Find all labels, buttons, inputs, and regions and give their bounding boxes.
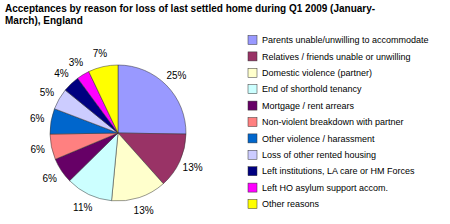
pie-slice [112, 133, 164, 201]
legend-item: Loss of other rented housing [248, 150, 376, 160]
legend-swatch [248, 36, 257, 45]
title-line: March), England [5, 15, 83, 26]
legend-item: Other reasons [248, 199, 320, 209]
legend-swatch [248, 52, 257, 61]
legend-item: Left institutions, LA care or HM Forces [248, 166, 415, 176]
legend-item: Other violence / harassment [248, 134, 375, 144]
data-label: 6% [43, 173, 58, 184]
data-label: 6% [30, 113, 45, 124]
title-line: Acceptances by reason for loss of last s… [5, 3, 375, 14]
legend-item: Relatives / friends unable or unwilling [248, 52, 411, 62]
legend-label: Loss of other rented housing [262, 150, 376, 160]
legend-label: End of shorthold tenancy [262, 84, 362, 94]
legend-label: Mortgage / rent arrears [262, 101, 355, 111]
pie-slice [118, 65, 186, 134]
pie-slice [89, 65, 118, 133]
legend-swatch [248, 101, 257, 110]
data-labels: 25% 13% 13% 11% 6% 6% 6% 5% 4%3% 7% [30, 48, 203, 217]
chart-title: Acceptances by reason for loss of last s… [5, 3, 375, 26]
legend-swatch [248, 167, 257, 176]
data-label: 4% [54, 68, 69, 79]
legend-swatch [248, 200, 257, 209]
legend-label: Left institutions, LA care or HM Forces [262, 166, 415, 176]
legend-item: End of shorthold tenancy [248, 84, 362, 94]
legend: Parents unable/unwilling to accommodate R… [248, 35, 429, 209]
data-label: 5% [40, 87, 55, 98]
legend-swatch [248, 150, 257, 159]
pie [50, 65, 186, 201]
data-label: 7% [93, 48, 108, 59]
legend-swatch [248, 85, 257, 94]
data-label: 3% [69, 57, 84, 68]
legend-label: Left HO asylum support accom. [262, 183, 388, 193]
legend-item: Domestic violence (partner) [248, 68, 372, 78]
legend-label: Other violence / harassment [262, 134, 375, 144]
legend-label: Other reasons [262, 199, 320, 209]
legend-item: Left HO asylum support accom. [248, 183, 388, 193]
data-label: 25% [166, 70, 186, 81]
legend-swatch [248, 118, 257, 127]
legend-label: Domestic violence (partner) [262, 68, 372, 78]
pie-slice [50, 133, 118, 159]
chart: Acceptances by reason for loss of last s… [0, 0, 450, 224]
legend-item: Mortgage / rent arrears [248, 101, 355, 111]
data-label: 13% [134, 205, 154, 216]
legend-label: Non-violent breakdown with partner [262, 117, 404, 127]
data-label: 6% [31, 144, 46, 155]
legend-label: Parents unable/unwilling to accommodate [262, 35, 429, 45]
legend-label: Relatives / friends unable or unwilling [262, 52, 411, 62]
legend-swatch [248, 68, 257, 77]
legend-item: Parents unable/unwilling to accommodate [248, 35, 429, 45]
data-label: 13% [183, 162, 203, 173]
data-label: 11% [73, 202, 92, 213]
legend-item: Non-violent breakdown with partner [248, 117, 404, 127]
legend-swatch [248, 134, 257, 143]
legend-swatch [248, 183, 257, 192]
